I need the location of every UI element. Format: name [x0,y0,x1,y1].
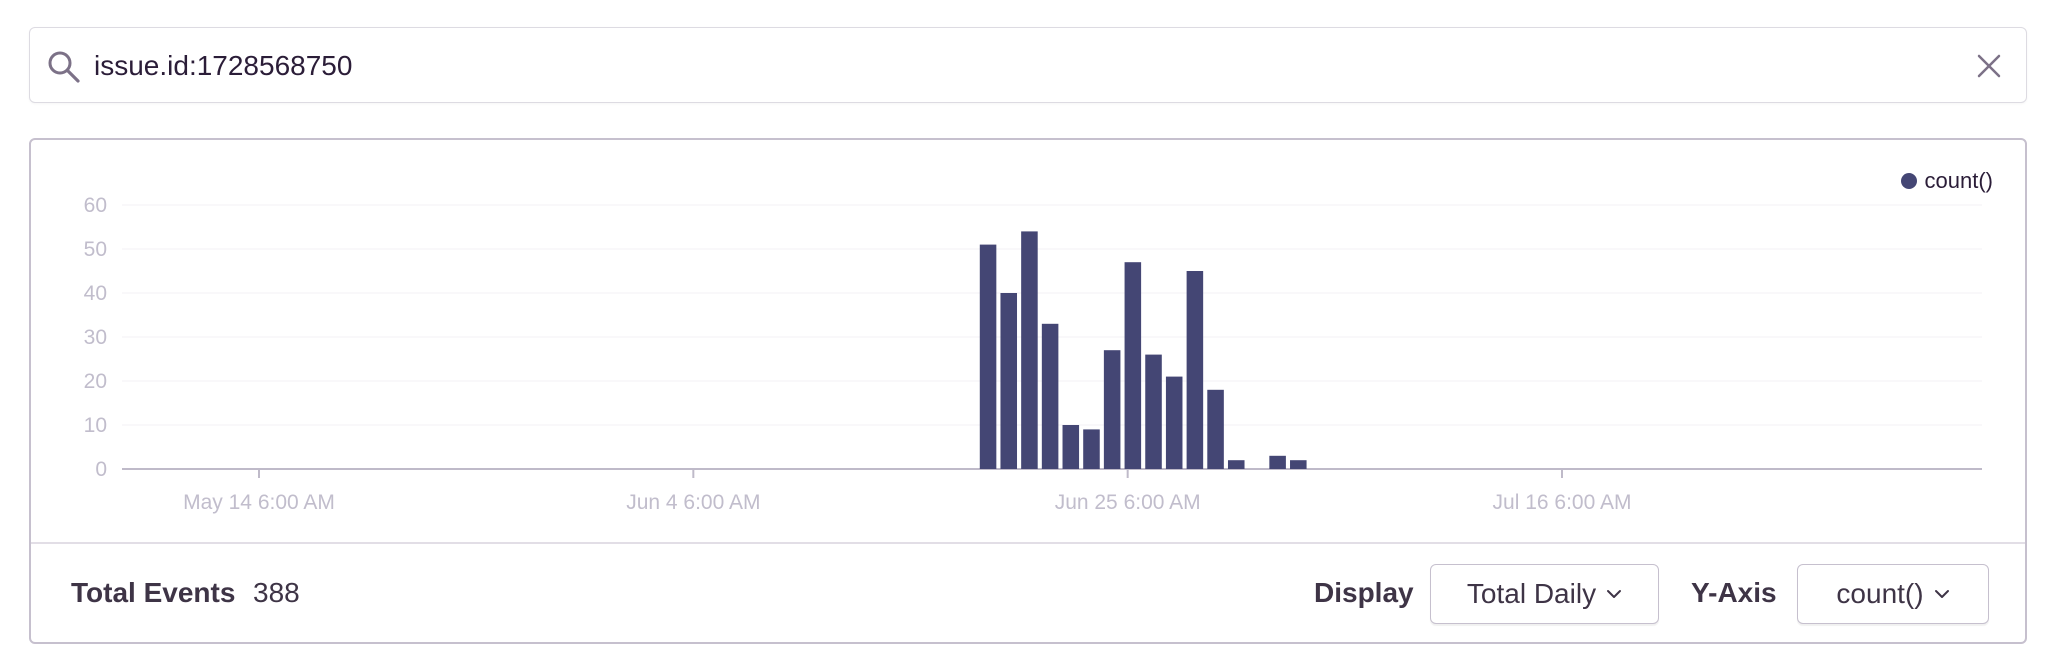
bar [1186,271,1204,469]
close-icon[interactable] [1972,49,2006,83]
bar [1207,389,1224,469]
x-tick-label: Jun 4 6:00 AM [626,491,760,514]
bar [1145,354,1162,469]
bar-chart: 0 10 20 30 40 50 60 May 14 6:00 AM Jun 4 6:00 AM… [84,194,1982,514]
bar [979,244,997,469]
yaxis-label: Y-Axis [1691,577,1777,608]
chart-area: 0 10 20 30 40 50 60 May 14 6:00 AM Jun 4 6:00 AM… [31,140,2025,542]
yaxis-dropdown-value: count() [1836,578,1924,609]
search-input[interactable]: issue.id:1728568750 [94,50,353,81]
total-events-label: Total Events [71,577,236,608]
y-tick-label: 30 [84,326,107,349]
y-tick-label: 40 [84,282,107,305]
bar [1103,350,1121,469]
search-bar[interactable]: issue.id:1728568750 [29,27,2027,103]
y-tick-label: 10 [84,414,107,437]
y-tick-label: 20 [84,370,107,393]
bar [1165,376,1183,469]
legend-label: count() [1924,168,1993,193]
y-tick-label: 50 [84,238,107,261]
display-dropdown-value: Total Daily [1466,578,1597,609]
x-tick-label: Jul 16 6:00 AM [1493,491,1632,514]
bar [1269,455,1286,469]
chart-footer: Total Events 388 Display Total Daily Y-A… [31,542,2025,642]
y-tick-label: 0 [95,458,107,481]
y-tick-label: 60 [84,194,107,217]
search-icon [48,51,80,83]
bar [1062,425,1080,469]
bar [1124,262,1142,469]
total-events-value: 388 [253,577,300,608]
bar [1021,231,1038,469]
bar [1083,429,1100,469]
events-chart-panel: 0 10 20 30 40 50 60 May 14 6:00 AM Jun 4 6:00 AM… [29,138,2027,644]
yaxis-dropdown[interactable]: count() [1797,564,1989,624]
bar [1000,293,1018,469]
bar [1041,323,1059,469]
chart-legend: count() [1900,166,1993,196]
x-tick-label: Jun 25 6:00 AM [1055,491,1201,514]
bar [1227,460,1245,469]
display-dropdown[interactable]: Total Daily [1430,564,1659,624]
bar [1290,460,1307,469]
chevron-down-icon [1934,590,1949,598]
chevron-down-icon [1607,590,1622,598]
display-label: Display [1314,577,1414,608]
x-tick-label: May 14 6:00 AM [183,491,335,514]
legend-dot-icon [1900,173,1917,189]
